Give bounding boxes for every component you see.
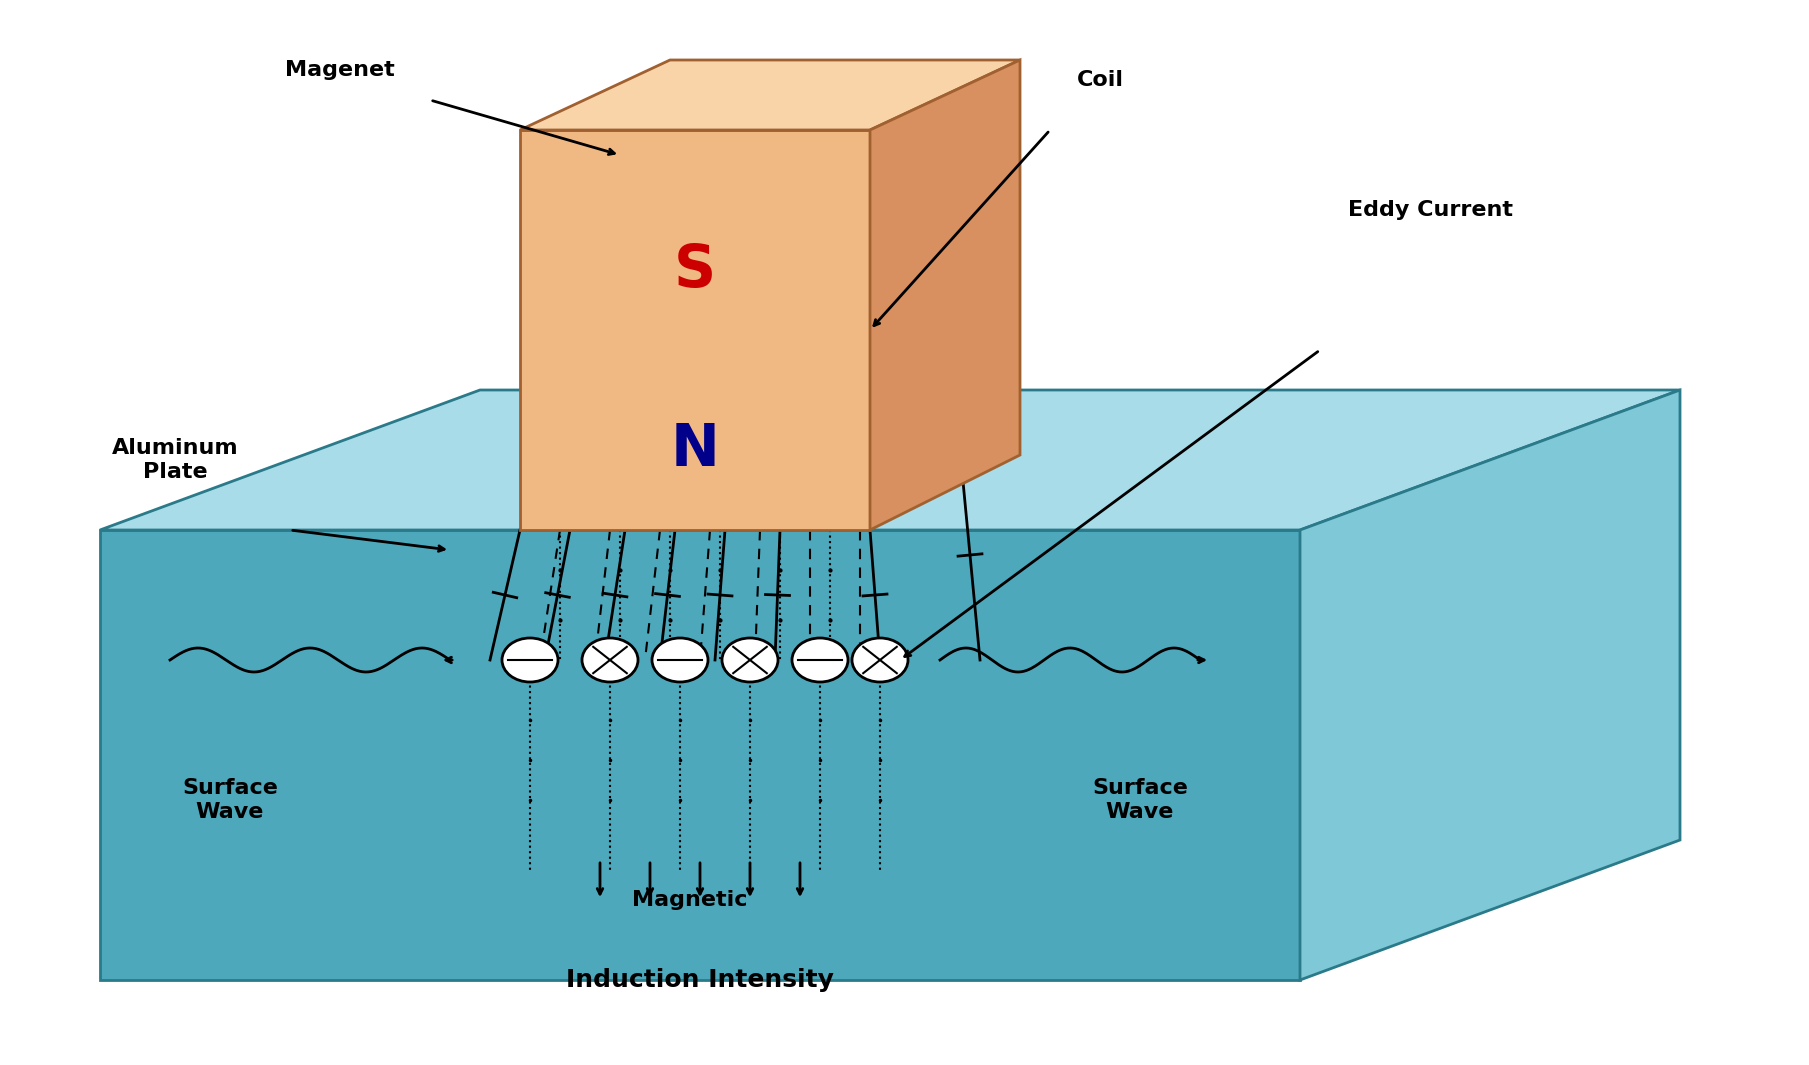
Ellipse shape (852, 638, 908, 682)
Text: Aluminum
Plate: Aluminum Plate (112, 439, 239, 481)
Ellipse shape (582, 638, 639, 682)
Text: Coil: Coil (1076, 70, 1123, 91)
Ellipse shape (503, 638, 557, 682)
Text: Eddy Current: Eddy Current (1348, 200, 1512, 220)
Polygon shape (519, 60, 1020, 130)
Text: Induction Intensity: Induction Intensity (566, 968, 834, 992)
Text: Magnetic: Magnetic (633, 890, 747, 910)
Polygon shape (519, 130, 870, 530)
Text: N: N (671, 422, 720, 478)
Text: Surface
Wave: Surface Wave (183, 779, 279, 821)
Polygon shape (99, 390, 1681, 530)
Ellipse shape (722, 638, 778, 682)
Polygon shape (870, 60, 1020, 530)
Text: Magenet: Magenet (286, 60, 394, 80)
Polygon shape (1301, 390, 1681, 980)
Ellipse shape (792, 638, 848, 682)
Ellipse shape (651, 638, 707, 682)
Text: Surface
Wave: Surface Wave (1093, 779, 1189, 821)
Polygon shape (99, 530, 1301, 980)
Text: S: S (675, 242, 716, 298)
